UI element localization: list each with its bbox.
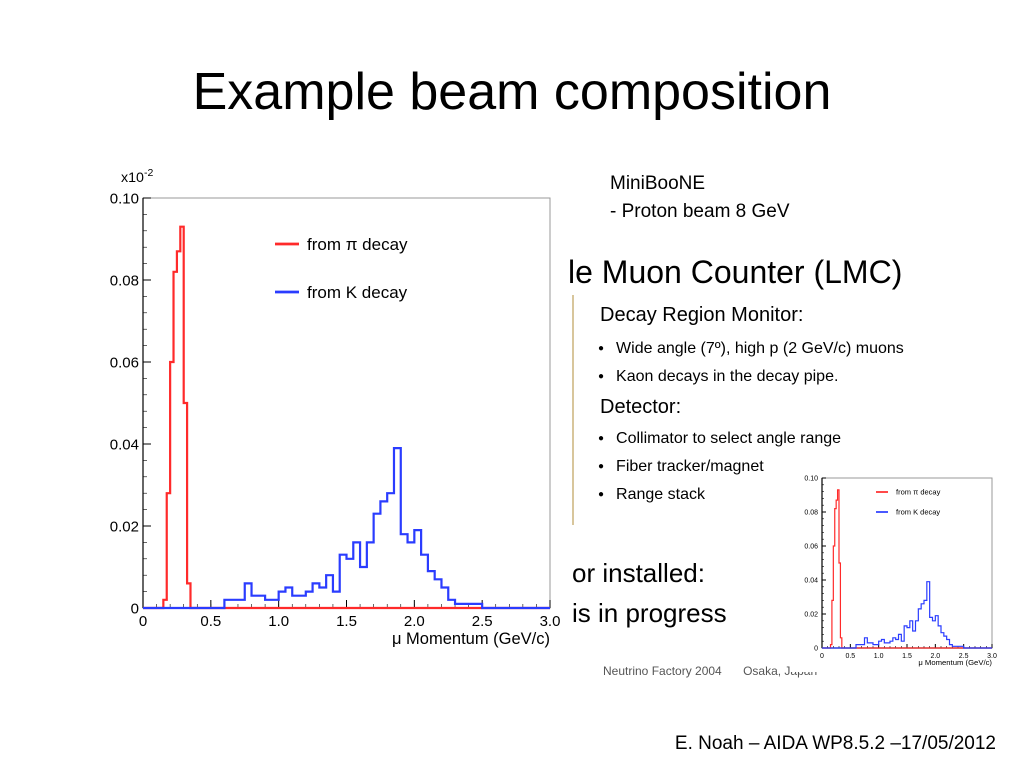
x-tick-label: 2.0 — [404, 613, 425, 630]
x-tick-label: 0.5 — [845, 653, 855, 660]
x-axis-label: μ Momentum (GeV/c) — [918, 658, 992, 667]
lmc-line-progress: is in progress — [572, 598, 727, 628]
slide-footer: E. Noah – AIDA WP8.5.2 –17/05/2012 — [674, 733, 996, 754]
x-tick-label: 0 — [820, 653, 824, 660]
caption-line-1: MiniBooNE — [610, 173, 706, 194]
y-tick-label: 0.02 — [804, 611, 818, 618]
y-multiplier-label: x10-2 — [121, 168, 153, 186]
caption-line-2: - Proton beam 8 GeV — [610, 201, 790, 222]
x-tick-label: 1.0 — [268, 613, 289, 630]
lmc-section-decay-region: Decay Region Monitor: — [600, 304, 804, 326]
series-line-0 — [822, 489, 992, 649]
x-tick-label: 2.0 — [930, 653, 940, 660]
inset-histogram-chart: 0 0.02 0.04 0.06 0.08 0.10 0 0.5 1.0 1.5 2.0 2.5 3.0… — [790, 462, 1000, 672]
legend-label: from π decay — [896, 488, 941, 497]
y-tick-label: 0.06 — [804, 543, 818, 550]
y-tick-label: 0.04 — [804, 577, 818, 584]
lmc-divider — [572, 295, 574, 525]
series-line-1 — [143, 447, 550, 610]
y-tick-label: 0 — [131, 600, 139, 617]
lmc-section-detector: Detector: — [600, 396, 682, 418]
x-tick-label: 3.0 — [987, 653, 997, 660]
lmc-bullet: Wide angle (7º), high p (2 GeV/c) muons — [598, 340, 904, 368]
lmc-footer-left: Neutrino Factory 2004 — [603, 664, 722, 678]
x-tick-label: 2.5 — [472, 613, 493, 630]
lmc-bullets-1: Wide angle (7º), high p (2 GeV/c) muons … — [598, 340, 904, 396]
y-tick-label: 0.08 — [804, 509, 818, 516]
x-tick-label: 0.5 — [200, 613, 221, 630]
y-tick-label: 0.06 — [110, 354, 139, 371]
x-tick-label: 2.5 — [959, 653, 969, 660]
x-tick-label: 3.0 — [540, 613, 560, 630]
lmc-line-installed: or installed: — [572, 558, 705, 588]
lmc-bullets-2: Collimator to select angle range Fiber t… — [598, 430, 841, 514]
lmc-bullet: Kaon decays in the decay pipe. — [598, 368, 904, 396]
legend-label: from K decay — [307, 283, 408, 302]
x-tick-label: 1.5 — [902, 653, 912, 660]
legend-label: from K decay — [896, 508, 940, 517]
slide-title: Example beam composition — [192, 63, 832, 121]
series-line-0 — [143, 225, 550, 610]
x-tick-label: 1.0 — [874, 653, 884, 660]
lmc-bullet: Fiber tracker/magnet — [598, 458, 841, 486]
series-line-1 — [822, 581, 992, 649]
y-tick-label: 0.10 — [804, 475, 818, 482]
y-tick-label: 0.08 — [110, 272, 139, 289]
plot-frame — [821, 477, 993, 649]
lmc-panel: le Muon Counter (LMC) Decay Region Monit… — [560, 240, 1000, 680]
lmc-footer: Neutrino Factory 2004 Osaka, Japan — [603, 664, 817, 678]
plot-frame — [142, 197, 551, 609]
y-tick-label: 0.04 — [110, 436, 139, 453]
x-tick-label: 1.5 — [336, 613, 357, 630]
x-tick-label: 0 — [139, 613, 147, 630]
lmc-heading: le Muon Counter (LMC) — [568, 254, 903, 290]
x-axis-label: μ Momentum (GeV/c) — [392, 630, 550, 648]
y-multiplier-label: x10-2 — [800, 462, 815, 464]
y-tick-label: 0.02 — [110, 518, 139, 535]
caption: MiniBooNE - Proton beam 8 GeV — [610, 170, 790, 226]
legend-label: from π decay — [307, 235, 408, 254]
y-tick-label: 0 — [814, 645, 818, 652]
lmc-bullet: Range stack — [598, 486, 841, 514]
lmc-bullet: Collimator to select angle range — [598, 430, 841, 458]
main-histogram-chart: 0 0.02 0.04 0.06 0.08 0.10 0 0.5 1.0 1.5 2.0 2.5 3.0… — [110, 168, 560, 648]
y-tick-label: 0.10 — [110, 190, 139, 207]
